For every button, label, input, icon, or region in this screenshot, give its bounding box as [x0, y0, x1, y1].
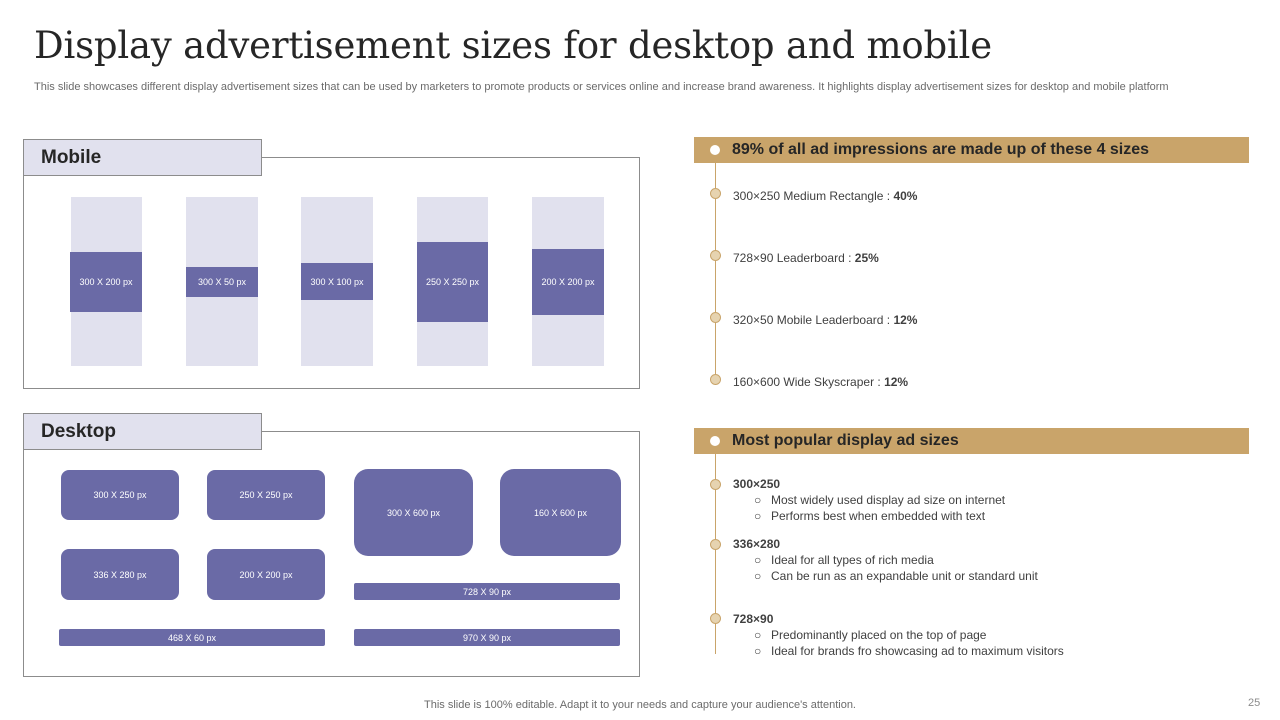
popular-timeline	[715, 454, 716, 654]
desktop-ad-970x90: 970 X 90 px	[354, 629, 620, 646]
mobile-ad-300x200: 300 X 200 px	[70, 252, 142, 312]
impressions-heading: 89% of all ad impressions are made up of…	[732, 141, 1150, 158]
mobile-ad-300x50: 300 X 50 px	[186, 267, 258, 297]
impressions-timeline	[715, 163, 716, 385]
timeline-dot-icon	[710, 250, 721, 261]
timeline-dot-icon	[710, 539, 721, 550]
hollow-bullet-icon: ○	[754, 553, 762, 567]
page-subtitle: This slide showcases different display a…	[34, 81, 1169, 93]
timeline-dot-icon	[710, 374, 721, 385]
popular-heading: Most popular display ad sizes	[732, 432, 959, 449]
desktop-tab-label: Desktop	[23, 413, 262, 450]
popular-size: 728×90	[733, 612, 774, 626]
timeline-dot-icon	[710, 312, 721, 323]
mobile-ad-200x200: 200 X 200 px	[532, 249, 604, 315]
hollow-bullet-icon: ○	[754, 569, 762, 583]
impression-item: 300×250 Medium Rectangle : 40%	[733, 189, 918, 203]
popular-bullet: ○ Performs best when embedded with text	[754, 509, 986, 523]
desktop-ad-300x250: 300 X 250 px	[61, 470, 179, 520]
popular-bullet: ○ Most widely used display ad size on int…	[754, 493, 1006, 507]
impressions-heading-band: 89% of all ad impressions are made up of…	[694, 137, 1249, 163]
mobile-ad-300x100: 300 X 100 px	[301, 263, 373, 300]
hollow-bullet-icon: ○	[754, 509, 762, 523]
desktop-ad-728x90: 728 X 90 px	[354, 583, 620, 600]
popular-heading-band: Most popular display ad sizes	[694, 428, 1249, 454]
timeline-dot-icon	[710, 188, 721, 199]
mobile-ad-250x250: 250 X 250 px	[417, 242, 488, 322]
desktop-ad-336x280: 336 X 280 px	[61, 549, 179, 600]
circle-bullet-icon	[710, 145, 720, 155]
impression-item: 728×90 Leaderboard : 25%	[733, 251, 879, 265]
desktop-ad-160x600: 160 X 600 px	[500, 469, 621, 556]
popular-bullet: ○ Can be run as an expandable unit or sta…	[754, 569, 1038, 583]
hollow-bullet-icon: ○	[754, 644, 762, 658]
page-number: 25	[1248, 697, 1261, 709]
timeline-dot-icon	[710, 479, 721, 490]
popular-size: 336×280	[733, 537, 781, 551]
popular-bullet: ○ Ideal for brands fro showcasing ad to m…	[754, 644, 1064, 658]
desktop-ad-250x250: 250 X 250 px	[207, 470, 325, 520]
hollow-bullet-icon: ○	[754, 628, 762, 642]
popular-size: 300×250	[733, 477, 781, 491]
circle-bullet-icon	[710, 436, 720, 446]
desktop-ad-300x600: 300 X 600 px	[354, 469, 473, 556]
footer-note: This slide is 100% editable. Adapt it to…	[424, 699, 856, 711]
desktop-ad-200x200: 200 X 200 px	[207, 549, 325, 600]
popular-bullet: ○ Ideal for all types of rich media	[754, 553, 934, 567]
hollow-bullet-icon: ○	[754, 493, 762, 507]
mobile-tab-label: Mobile	[23, 139, 262, 176]
impression-item: 320×50 Mobile Leaderboard : 12%	[733, 313, 918, 327]
page-title: Display advertisement sizes for desktop …	[34, 24, 992, 67]
timeline-dot-icon	[710, 613, 721, 624]
desktop-ad-468x60: 468 X 60 px	[59, 629, 325, 646]
impression-item: 160×600 Wide Skyscraper : 12%	[733, 375, 909, 389]
popular-bullet: ○ Predominantly placed on the top of page	[754, 628, 987, 642]
